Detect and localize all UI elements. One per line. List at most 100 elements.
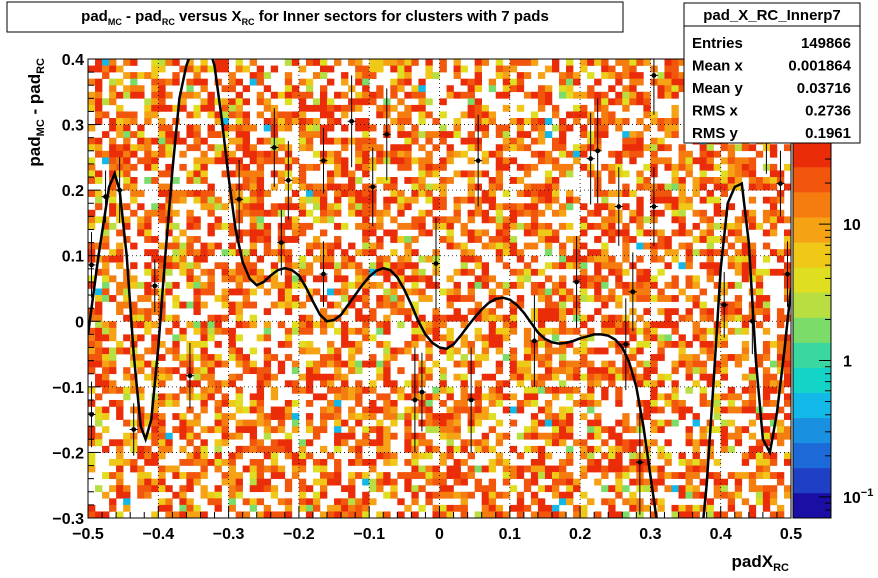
heatmap-cell bbox=[509, 406, 518, 414]
x-tick-label: −0.5 bbox=[72, 526, 104, 543]
heatmap-cell bbox=[530, 426, 539, 434]
heatmap-cell bbox=[165, 327, 173, 335]
heatmap-cell bbox=[460, 314, 468, 322]
heatmap-cell bbox=[685, 203, 693, 211]
heatmap-cell bbox=[284, 262, 293, 270]
heatmap-cell bbox=[425, 472, 433, 479]
heatmap-cell bbox=[404, 163, 412, 171]
heatmap-cell bbox=[284, 511, 293, 519]
heatmap-cell bbox=[116, 78, 124, 86]
heatmap-cell bbox=[376, 432, 384, 440]
heatmap-cell bbox=[158, 380, 166, 388]
heatmap-cell bbox=[615, 386, 623, 394]
heatmap-cell bbox=[664, 163, 672, 171]
heatmap-cell bbox=[95, 511, 103, 519]
heatmap-cell bbox=[537, 131, 546, 138]
heatmap-cell bbox=[88, 340, 96, 348]
heatmap-cell bbox=[516, 203, 525, 211]
heatmap-cell bbox=[537, 229, 546, 237]
heatmap-cell bbox=[235, 65, 243, 73]
heatmap-cell bbox=[123, 183, 131, 191]
heatmap-cell bbox=[643, 288, 651, 296]
heatmap-cell bbox=[699, 399, 707, 407]
heatmap-cell bbox=[446, 354, 454, 361]
colorbar-tick-label: 1 bbox=[843, 353, 852, 370]
heatmap-cell bbox=[109, 399, 117, 407]
heatmap-cell bbox=[207, 183, 215, 191]
heatmap-cell bbox=[362, 196, 370, 204]
heatmap-cell bbox=[319, 190, 328, 197]
heatmap-cell bbox=[186, 419, 194, 427]
colorbar-segment bbox=[793, 392, 831, 419]
heatmap-cell bbox=[783, 354, 792, 361]
heatmap-cell bbox=[207, 386, 215, 394]
heatmap-cell bbox=[411, 281, 419, 289]
heatmap-cell bbox=[636, 59, 644, 66]
heatmap-cell bbox=[362, 229, 370, 237]
heatmap-cell bbox=[573, 511, 581, 519]
heatmap-cell bbox=[783, 432, 792, 440]
heatmap-cell bbox=[699, 150, 707, 158]
heatmap-cell bbox=[249, 347, 258, 355]
heatmap-cell bbox=[573, 485, 581, 493]
heatmap-cell bbox=[165, 242, 173, 250]
heatmap-cell bbox=[355, 380, 363, 388]
heatmap-cell bbox=[516, 190, 525, 197]
heatmap-cell bbox=[362, 216, 370, 224]
heatmap-cell bbox=[608, 190, 616, 197]
heatmap-cell bbox=[263, 118, 272, 125]
heatmap-cell bbox=[116, 131, 124, 138]
heatmap-cell bbox=[566, 373, 574, 381]
heatmap-cell bbox=[608, 367, 616, 375]
heatmap-cell bbox=[214, 386, 222, 394]
heatmap-cell bbox=[362, 386, 370, 394]
heatmap-cell bbox=[228, 170, 236, 178]
heatmap-cell bbox=[474, 104, 482, 112]
heatmap-cell bbox=[144, 413, 152, 420]
heatmap-cell bbox=[116, 458, 124, 466]
heatmap-cell bbox=[664, 65, 672, 73]
heatmap-cell bbox=[341, 321, 349, 329]
heatmap-cell bbox=[179, 419, 187, 427]
heatmap-cell bbox=[432, 327, 440, 335]
heatmap-cell bbox=[481, 340, 490, 348]
heatmap-cell bbox=[643, 281, 651, 289]
heatmap-cell bbox=[242, 98, 250, 106]
heatmap-cell bbox=[776, 419, 785, 427]
heatmap-cell bbox=[383, 288, 391, 296]
heatmap-cell bbox=[615, 321, 623, 329]
heatmap-cell bbox=[298, 504, 307, 512]
heatmap-cell bbox=[615, 98, 623, 106]
heatmap-cell bbox=[165, 124, 173, 132]
heatmap-cell bbox=[551, 137, 560, 145]
heatmap-cell bbox=[453, 288, 461, 296]
heatmap-cell bbox=[523, 209, 532, 217]
heatmap-cell bbox=[432, 465, 440, 473]
heatmap-cell bbox=[580, 242, 588, 250]
heatmap-cell bbox=[699, 367, 707, 375]
heatmap-cell bbox=[418, 177, 426, 184]
heatmap-cell bbox=[334, 465, 342, 473]
heatmap-cell bbox=[200, 85, 208, 93]
heatmap-cell bbox=[425, 340, 433, 348]
heatmap-cell bbox=[193, 321, 201, 329]
heatmap-cell bbox=[404, 426, 412, 434]
heatmap-cell bbox=[741, 249, 750, 257]
heatmap-cell bbox=[130, 111, 138, 119]
heatmap-cell bbox=[193, 216, 201, 224]
heatmap-cell bbox=[425, 419, 433, 427]
heatmap-cell bbox=[474, 413, 482, 420]
heatmap-cell bbox=[783, 452, 792, 460]
heatmap-cell bbox=[376, 177, 384, 184]
heatmap-cell bbox=[298, 229, 307, 237]
heatmap-cell bbox=[291, 222, 300, 230]
heatmap-cell bbox=[214, 321, 222, 329]
heatmap-cell bbox=[650, 111, 658, 119]
heatmap-cell bbox=[748, 452, 757, 460]
heatmap-cell bbox=[291, 203, 300, 211]
heatmap-cell bbox=[284, 111, 293, 119]
heatmap-cell bbox=[404, 137, 412, 145]
heatmap-cell bbox=[369, 426, 377, 434]
heatmap-cell bbox=[263, 249, 272, 257]
heatmap-cell bbox=[762, 413, 771, 420]
